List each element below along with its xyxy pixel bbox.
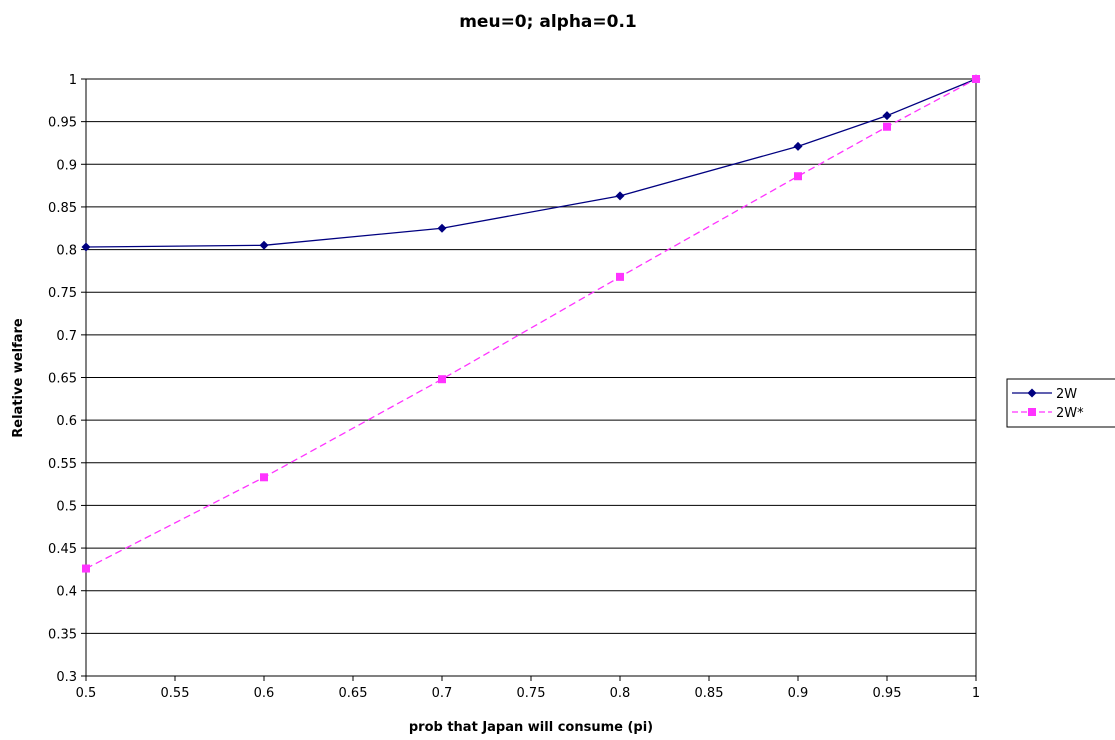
legend-box	[1006, 378, 1115, 428]
x-tick-label: 1	[972, 686, 980, 701]
series-2w-star-point	[972, 75, 980, 83]
x-tick-label: 0.7	[432, 686, 453, 701]
y-tick-label: 0.6	[56, 414, 77, 429]
y-tick-label: 0.3	[56, 670, 77, 685]
y-tick-label: 0.45	[48, 542, 77, 557]
series-2w-star-point	[616, 272, 624, 281]
x-tick-label: 0.85	[695, 686, 724, 701]
y-axis-label: Relative welfare	[11, 318, 26, 438]
y-axis-ticks: 0.3 0.35 0.4 0.45 0.5 0.55 0.6 0.65 0.7 0.75 0.8 0.…	[48, 73, 86, 685]
y-tick-label: 0.7	[56, 329, 77, 344]
y-tick-label: 0.9	[56, 158, 77, 173]
y-tick-label: 0.35	[48, 627, 77, 642]
y-tick-label: 0.65	[48, 372, 77, 387]
x-axis-ticks: 0.5 0.55 0.6 0.65 0.7 0.75 0.8 0.85 0.9 0.95 1	[76, 676, 980, 701]
series-2w-point	[81, 242, 91, 252]
series-2w-star-point	[260, 473, 268, 482]
series-2w-star	[82, 75, 980, 573]
series-2w-star-point	[794, 172, 802, 181]
series-2w-point	[615, 191, 625, 201]
legend-item-2w: 2W	[1012, 387, 1077, 402]
y-tick-label: 0.95	[48, 116, 77, 131]
y-tick-label: 0.8	[56, 244, 77, 259]
x-tick-label: 0.55	[161, 686, 190, 701]
series-2w-point	[437, 223, 447, 233]
y-tick-label: 1	[69, 73, 77, 88]
x-tick-label: 0.9	[788, 686, 809, 701]
legend-item-2w-label: 2W	[1056, 387, 1077, 402]
x-tick-label: 0.65	[339, 686, 368, 701]
y-tick-label: 0.55	[48, 457, 77, 472]
x-tick-label: 0.75	[517, 686, 546, 701]
legend-item-2w-star-marker	[1028, 408, 1036, 416]
gridlines	[86, 78, 976, 677]
y-tick-label: 0.75	[48, 286, 77, 301]
series-2w-star-point	[82, 564, 90, 573]
series-2w-point	[882, 111, 892, 121]
series-2w-star-line	[85, 78, 977, 570]
y-tick-label: 0.5	[56, 499, 77, 514]
legend-item-2w-star: 2W*	[1012, 406, 1084, 421]
series-2w-point	[259, 240, 269, 250]
series-2w-star-point	[438, 375, 446, 384]
series-2w-point	[793, 141, 803, 151]
series-2w-line	[85, 78, 977, 248]
series-2w	[81, 74, 981, 252]
y-tick-label: 0.85	[48, 201, 77, 216]
x-tick-label: 0.95	[873, 686, 902, 701]
series-2w-star-point	[883, 122, 891, 131]
x-tick-label: 0.8	[610, 686, 631, 701]
legend-item-2w-marker	[1027, 388, 1037, 398]
y-tick-label: 0.4	[56, 585, 77, 600]
legend-item-2w-star-label: 2W*	[1056, 406, 1084, 421]
x-tick-label: 0.6	[254, 686, 275, 701]
x-tick-label: 0.5	[76, 686, 97, 701]
chart-title: meu=0; alpha=0.1	[459, 12, 637, 32]
x-axis-label: prob that Japan will consume (pi)	[409, 720, 653, 735]
series-group	[81, 74, 981, 573]
